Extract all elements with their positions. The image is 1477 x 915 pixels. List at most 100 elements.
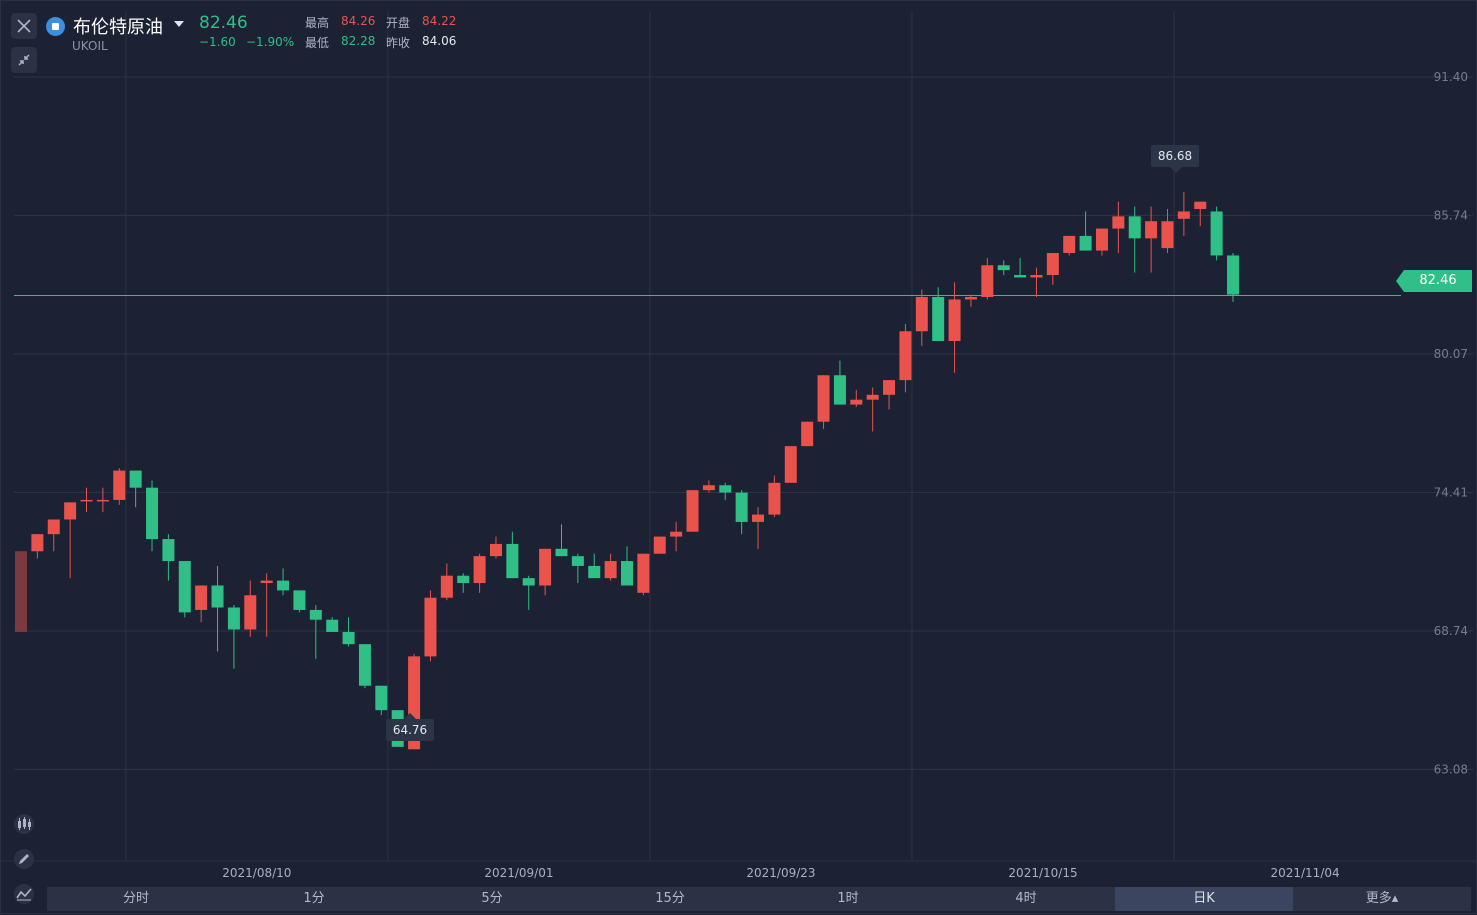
candle-body [932,297,945,342]
candle-body [326,619,339,632]
candle-body [195,585,208,610]
candle-body [31,534,44,552]
candle-body [489,543,502,557]
candle [915,289,928,346]
candle [1210,206,1223,261]
candle-body [539,548,552,586]
collapse-arrows-icon [18,54,30,66]
candle-body [637,553,650,593]
candle [1227,253,1239,302]
candle-body [686,490,699,532]
candle-body [1145,221,1158,239]
chevron-down-icon[interactable] [174,21,184,27]
low-value: 82.28 [341,34,376,48]
y-tick-label: 63.08 [1434,762,1468,776]
max-price-callout: 86.68 [1151,145,1199,167]
instrument-name[interactable]: 布伦特原油 [73,17,163,38]
candle [801,421,814,447]
chart-grid [1,11,1477,862]
period-tab[interactable]: 1时 [837,891,859,906]
candle-body [1014,275,1027,278]
period-tab[interactable]: 15分 [655,891,685,906]
candle-body [702,485,715,491]
candle [80,487,93,513]
period-tab[interactable]: 日K [1115,887,1293,911]
candle [244,580,257,637]
open-label: 开盘 [386,16,411,30]
candle [1014,257,1027,278]
candle-body [64,502,77,520]
candle-body [47,519,60,535]
candle-body [522,578,535,586]
prev-close-value: 84.06 [422,34,457,48]
period-tab[interactable]: 1分 [303,891,325,906]
candle-body [80,499,93,502]
period-tab[interactable]: 4时 [1015,891,1037,906]
draw-button[interactable] [11,846,37,872]
candle [817,375,830,430]
candle-body [15,551,27,632]
candle [113,468,126,505]
candle-body [1046,253,1059,276]
collapse-button[interactable] [11,47,37,73]
candle-body [277,580,290,591]
candle [1145,206,1158,273]
candle-body [588,565,601,579]
candle-body [866,394,879,400]
candle [358,644,371,689]
candle-body [424,597,437,657]
candles [15,167,1239,750]
candle [555,524,568,557]
candle-body [1194,201,1207,210]
candle [473,553,486,593]
x-tick-label: 2021/09/01 [484,866,553,880]
candle-body [964,297,977,300]
candle [260,573,273,637]
candle [1194,201,1207,227]
candle [621,546,633,586]
candle [342,617,355,647]
y-tick-label: 85.74 [1434,208,1468,222]
last-price-tag: 82.46 [1396,270,1472,292]
candle [15,551,27,632]
indicator-button[interactable] [11,881,37,907]
high-label: 最高 [305,16,330,30]
candle [1161,209,1174,254]
x-axis-labels: 2021/08/10 2021/09/01 2021/09/23 2021/10/15… [222,866,1339,880]
candle-body [293,590,306,610]
chart-type-button[interactable] [11,811,37,837]
candle [47,519,60,552]
candle-body [506,543,519,579]
candle [964,294,977,307]
candle [326,617,339,632]
candle-body [571,556,584,566]
candle-body [768,482,781,515]
candle [1030,267,1043,298]
candle-body [342,631,355,645]
candle-body [981,265,994,298]
candle-body [1079,235,1092,251]
candle-body [1112,216,1125,229]
candle [981,257,994,300]
period-tab[interactable]: 更多▴ [1365,891,1399,906]
candle [1112,201,1125,254]
y-tick-label: 80.07 [1434,347,1468,361]
close-button[interactable] [11,13,37,39]
candle [277,568,290,596]
candle-body [1128,216,1141,239]
candle-body [817,375,830,422]
candle [735,490,748,535]
candle [1079,211,1092,251]
candle [883,380,896,410]
candle [227,605,240,669]
low-label: 最低 [305,36,330,50]
candle-body [850,399,863,405]
period-tab[interactable]: 5分 [481,891,503,906]
candle [571,553,584,584]
period-tab[interactable]: 分时 [122,891,149,906]
candle-body [801,421,814,447]
candle [506,531,519,579]
candle-body [1095,228,1108,251]
